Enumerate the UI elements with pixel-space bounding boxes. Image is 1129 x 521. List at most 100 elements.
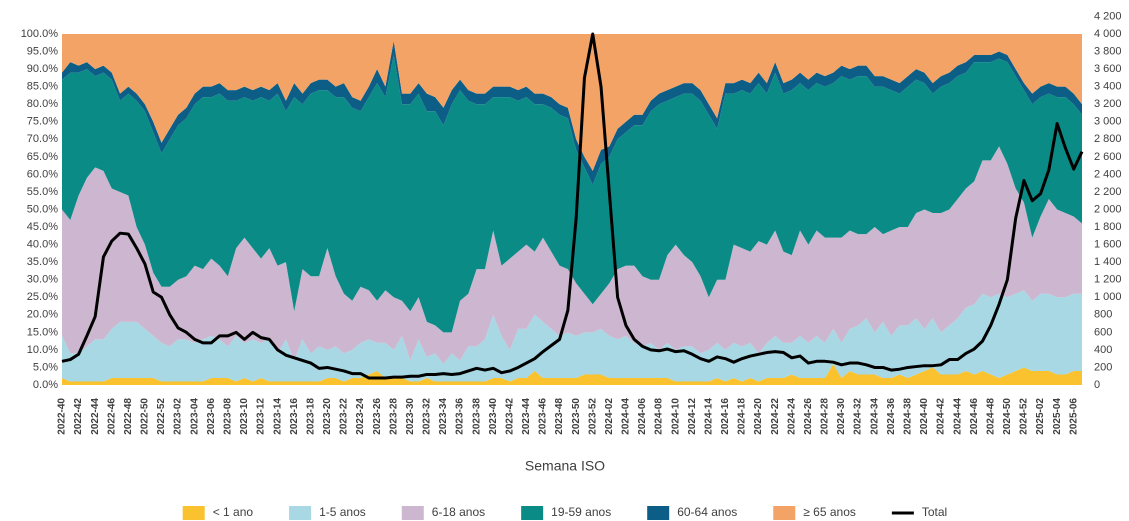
x-tick-label: 2025-02 (1035, 398, 1046, 435)
y-tick-label: 70.0% (27, 133, 58, 145)
x-tick-label: 2024-06 (637, 398, 648, 435)
x-tick-label: 2023-06 (206, 398, 217, 435)
x-tick-label: 2023-42 (504, 398, 515, 435)
y2-tick-label: 3 600 (1094, 63, 1122, 75)
x-tick-label: 2023-44 (521, 398, 532, 435)
y-tick-label: 20.0% (27, 309, 58, 321)
x-tick-label: 2024-34 (869, 398, 880, 435)
x-tick-label: 2023-46 (538, 398, 549, 435)
legend-swatch (521, 506, 544, 520)
y2-tick-label: 0 (1094, 379, 1100, 391)
x-tick-label: 2023-04 (189, 398, 200, 435)
y2-tick-label: 1 000 (1094, 291, 1122, 303)
x-tick-label: 2024-44 (952, 398, 963, 435)
y-tick-label: 55.0% (27, 186, 58, 198)
y2-tick-label: 3 400 (1094, 81, 1122, 93)
y-tick-label: 30.0% (27, 274, 58, 286)
x-tick-label: 2023-08 (222, 398, 233, 435)
x-tick-label: 2024-08 (654, 398, 665, 435)
area (62, 363, 1082, 385)
y2-tick-label: 2 600 (1094, 151, 1122, 163)
x-tick-label: 2023-32 (422, 398, 433, 435)
y2-tick-label: 1 200 (1094, 274, 1122, 286)
y2-tick-label: 1 800 (1094, 221, 1122, 233)
y-tick-label: 15.0% (27, 326, 58, 338)
x-tick-label: 2024-40 (919, 398, 930, 435)
y-tick-label: 90.0% (27, 63, 58, 75)
x-tick-label: 2024-12 (687, 398, 698, 435)
x-tick-label: 2024-20 (753, 398, 764, 435)
x-tick-label: 2023-12 (256, 398, 267, 435)
x-tick-label: 2024-48 (985, 398, 996, 435)
x-tick-label: 2024-18 (737, 398, 748, 435)
x-tick-label: 2022-40 (57, 398, 68, 435)
y2-tick-label: 3 000 (1094, 116, 1122, 128)
y-tick-label: 25.0% (27, 291, 58, 303)
y2-tick-label: 4 000 (1094, 28, 1122, 40)
x-tick-label: 2023-16 (289, 398, 300, 435)
area (62, 34, 1082, 171)
y2-tick-label: 2 200 (1094, 186, 1122, 198)
legend-swatch (647, 506, 670, 520)
x-tick-label: 2023-10 (239, 398, 250, 435)
x-tick-label: 2024-04 (621, 398, 632, 435)
y-tick-label: 50.0% (27, 203, 58, 215)
x-tick-label: 2025-04 (1052, 398, 1063, 435)
x-tick-label: 2023-26 (372, 398, 383, 435)
x-tick-label: 2024-28 (820, 398, 831, 435)
legend-label: 6-18 anos (432, 505, 485, 519)
legend: < 1 ano 1-5 anos 6-18 anos 19-59 anos 60-64 … (182, 505, 947, 520)
y2-tick-label: 200 (1094, 361, 1112, 373)
legend-label: 1-5 anos (319, 505, 366, 519)
x-tick-label: 2024-32 (853, 398, 864, 435)
y2-tick-label: 4 200 (1094, 10, 1122, 22)
y2-tick-label: 3 200 (1094, 98, 1122, 110)
legend-swatch (773, 506, 796, 520)
y-tick-label: 10.0% (27, 344, 58, 356)
x-tick-label: 2023-18 (305, 398, 316, 435)
legend-label: 19-59 anos (551, 505, 611, 519)
x-tick-label: 2024-22 (770, 398, 781, 435)
x-tick-label: 2024-38 (902, 398, 913, 435)
x-tick-label: 2023-20 (322, 398, 333, 435)
x-tick-label: 2023-50 (571, 398, 582, 435)
x-tick-label: 2024-14 (703, 398, 714, 435)
y-tick-label: 100.0% (21, 28, 59, 40)
y2-tick-label: 2 000 (1094, 203, 1122, 215)
y-tick-label: 75.0% (27, 116, 58, 128)
x-tick-label: 2023-02 (173, 398, 184, 435)
y-tick-label: 80.0% (27, 98, 58, 110)
y-tick-label: 65.0% (27, 151, 58, 163)
x-tick-label: 2024-46 (969, 398, 980, 435)
x-tick-label: 2024-02 (604, 398, 615, 435)
legend-swatch (401, 506, 424, 520)
x-tick-label: 2022-50 (140, 398, 151, 435)
x-tick-label: 2023-48 (554, 398, 565, 435)
x-tick-label: 2023-30 (405, 398, 416, 435)
legend-label: Total (922, 505, 947, 519)
y2-tick-label: 1 600 (1094, 239, 1122, 251)
x-tick-label: 2024-26 (803, 398, 814, 435)
x-tick-label: 2024-24 (786, 398, 797, 435)
x-tick-label: 2023-24 (355, 398, 366, 435)
y-tick-label: 95.0% (27, 45, 58, 57)
y-tick-label: 40.0% (27, 239, 58, 251)
x-tick-label: 2023-34 (438, 398, 449, 435)
area (62, 41, 1082, 185)
legend-swatch (289, 506, 312, 520)
x-tick-label: 2023-14 (272, 398, 283, 435)
y2-tick-label: 3 800 (1094, 45, 1122, 57)
x-axis-title: Semana ISO (525, 458, 605, 474)
x-tick-label: 2024-10 (670, 398, 681, 435)
x-tick-label: 2023-52 (587, 398, 598, 435)
x-tick-label: 2023-22 (339, 398, 350, 435)
y2-tick-label: 2 800 (1094, 133, 1122, 145)
x-tick-label: 2022-44 (90, 398, 101, 435)
x-tick-label: 2025-06 (1068, 398, 1079, 435)
x-tick-label: 2023-40 (488, 398, 499, 435)
x-tick-label: 2023-38 (471, 398, 482, 435)
y-tick-label: 0.0% (33, 379, 58, 391)
y-tick-label: 85.0% (27, 81, 58, 93)
x-tick-label: 2024-50 (1002, 398, 1013, 435)
